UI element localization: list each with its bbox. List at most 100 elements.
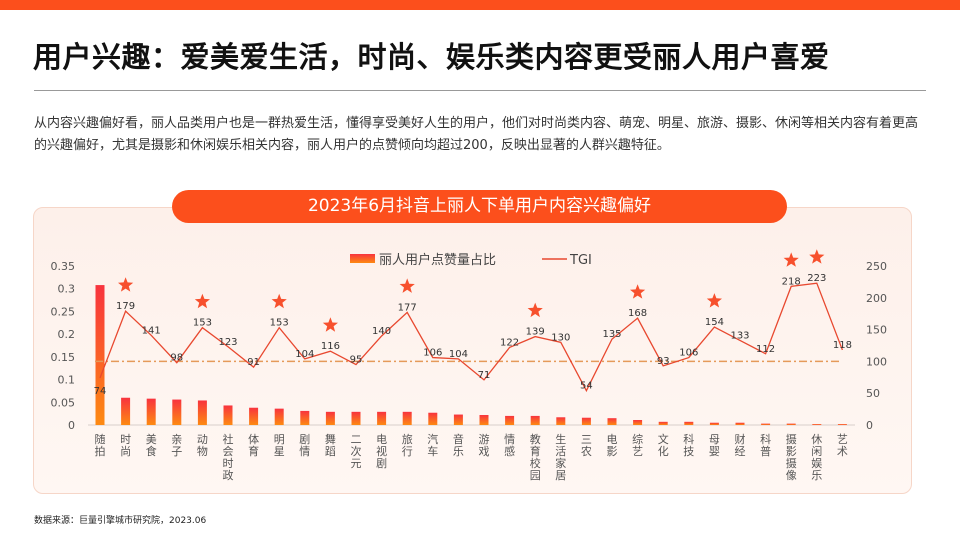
category-label-char: 校 [530,456,541,470]
category-label-char: 情 [299,445,310,458]
star-icon [118,277,134,292]
legend-line-label: TGI [569,253,592,268]
star-icon [783,252,799,267]
tgi-label: 130 [551,332,570,343]
category-label-char: 娱 [811,456,822,470]
category-label-char: 亲 [171,432,182,446]
category-label-char: 艺 [632,445,643,458]
star-icon [271,293,287,309]
category-label-char: 政 [223,468,234,482]
tgi-label: 135 [602,329,621,340]
category-label-char: 星 [274,445,285,458]
category-label-char: 社 [223,432,234,446]
category-label-char: 汽 [427,432,438,446]
tgi-label: 112 [756,344,775,355]
category-label-char: 蹈 [325,445,336,458]
bar-休闲娱乐 [812,424,822,425]
category-label-char: 游 [479,433,490,446]
left-axis-tick: 0 [68,419,75,432]
category-label-char: 旅 [402,432,413,446]
bar-科普 [761,423,771,425]
right-axis-tick: 100 [866,355,887,368]
category-label-char: 美 [146,433,157,446]
left-axis-tick: 0.25 [51,305,76,318]
category-label-char: 明 [274,433,285,446]
category-label-char: 母 [709,433,720,446]
category-label-char: 子 [171,445,182,458]
tgi-label: 122 [500,337,519,348]
bar-生活家居 [556,417,566,425]
bar-剧情 [300,410,310,425]
category-label-char: 科 [760,432,771,446]
star-icon [194,293,210,309]
right-axis-tick: 50 [866,387,880,400]
category-label-char: 农 [581,444,592,458]
tgi-label: 95 [350,355,363,366]
bar-动物 [197,400,207,425]
bar-综艺 [633,420,643,425]
category-label-char: 摄 [786,432,797,446]
category-label-char: 视 [376,444,387,458]
bar-科技 [684,421,694,425]
bar-二次元 [351,411,361,425]
bar-电影 [607,418,617,425]
star-icon [322,317,338,332]
tgi-label: 116 [321,341,340,352]
bar-艺术 [837,424,847,425]
tgi-label: 98 [170,353,183,364]
tgi-label: 91 [247,357,260,368]
category-label-char: 文 [658,432,669,446]
category-label-char: 闲 [811,444,822,458]
category-label-char: 财 [735,432,746,446]
category-label-char: 影 [786,445,797,458]
tgi-label: 106 [679,348,698,359]
category-label-char: 乐 [811,469,822,482]
tgi-label: 218 [782,276,801,287]
category-label-char: 车 [427,444,438,458]
tgi-label: 168 [628,308,647,319]
category-label-char: 教 [530,433,541,446]
left-axis-tick: 0.15 [51,351,76,364]
tgi-label: 74 [94,386,107,397]
bar-随拍 [95,285,105,425]
category-label-char: 育 [530,444,541,458]
category-label-char: 剧 [299,433,310,446]
bar-三农 [581,417,591,425]
tgi-label: 104 [295,349,314,360]
category-label-char: 像 [786,469,797,482]
chart-card [33,207,912,494]
bar-汽车 [428,412,438,425]
left-axis-tick: 0.35 [51,260,76,273]
category-label-char: 术 [837,445,848,458]
bar-旅行 [402,411,412,425]
bar-美食 [146,398,156,425]
category-label-char: 综 [632,432,643,446]
category-label-char: 体 [248,432,259,446]
category-label-char: 元 [351,457,362,470]
category-label-char: 随 [95,432,106,446]
category-label-char: 戏 [479,445,490,458]
tgi-label: 71 [478,370,491,381]
bar-母婴 [709,422,719,425]
bar-社会时政 [223,405,233,425]
tgi-label: 153 [193,318,212,329]
star-icon [809,249,825,264]
right-axis-tick: 200 [866,292,887,305]
category-label-char: 剧 [376,457,387,470]
tgi-label: 93 [657,356,670,367]
category-label-char: 摄 [786,456,797,470]
legend-bar-swatch [350,254,375,263]
star-icon [527,302,543,318]
category-label-char: 电 [376,433,387,446]
category-label-char: 食 [146,444,157,458]
bar-舞蹈 [325,411,335,425]
category-label-char: 次 [351,444,362,458]
description: 从内容兴趣偏好看，丽人品类用户也是一群热爱生活，懂得享受美好人生的用户，他们对时… [34,116,919,153]
tgi-label: 139 [526,327,545,338]
category-label-char: 影 [607,445,618,458]
star-icon [630,284,646,299]
category-label-char: 动 [197,433,208,446]
category-label-char: 普 [760,444,771,458]
tgi-label: 141 [142,325,161,336]
